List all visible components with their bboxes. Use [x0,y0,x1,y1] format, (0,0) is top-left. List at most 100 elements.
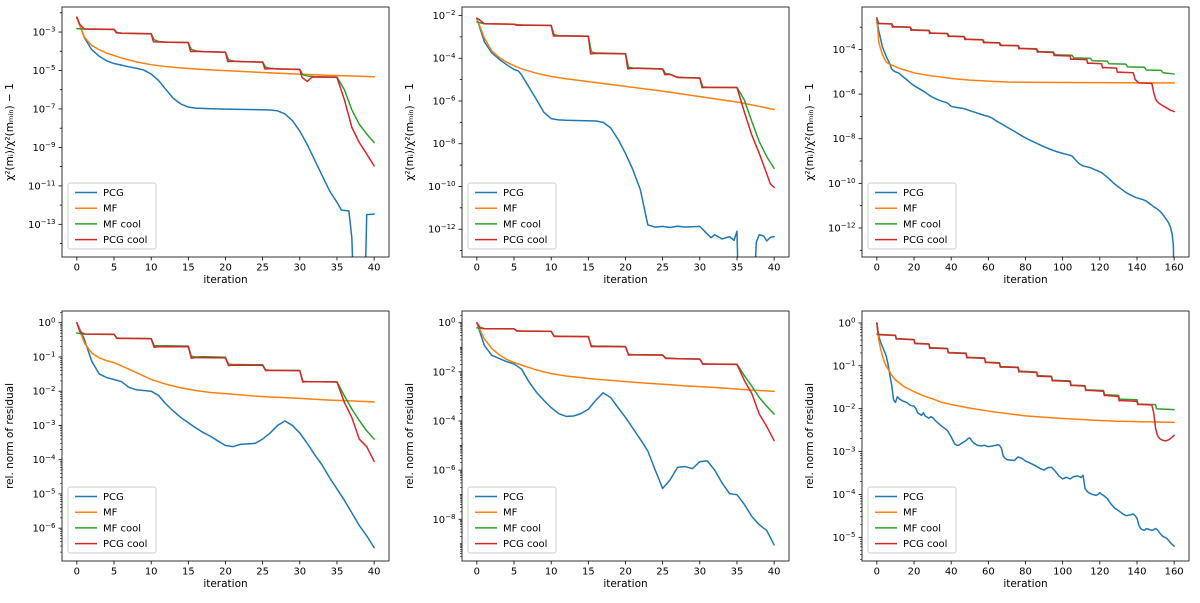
x-tick-label: 25 [256,567,269,578]
legend-label: MF cool [903,523,941,534]
x-tick-label: 160 [1165,263,1184,274]
legend-box [867,486,957,554]
x-tick-label: 20 [908,567,921,578]
x-tick-label: 0 [874,263,880,274]
y-tick-label: 10−6 [432,464,456,477]
legend-box [467,486,557,554]
series-line-mf [76,321,375,403]
x-tick-label: 30 [693,263,706,274]
axes-spines [61,6,390,258]
x-axis-label: iteration [603,274,647,286]
y-tick-label: 10−2 [32,385,55,398]
y-tick-label: 100 [438,316,455,329]
y-tick-label: 10−13 [28,218,56,231]
x-tick-label: 5 [511,567,517,578]
x-tick-label: 80 [1019,567,1032,578]
series-line-mf [76,17,375,78]
y-tick-label: 10−4 [432,52,456,65]
axes-spines [61,310,390,562]
series-line-pcg [876,322,1175,547]
legend-label: MF [903,508,918,519]
y-tick-label: 100 [38,316,55,329]
y-tick-label: 10−4 [432,415,456,428]
series-line-pcg-cool [476,17,775,189]
series-lines [876,322,1175,547]
y-tick-label: 10−5 [32,64,55,77]
axes-ticks: 0 5 10 15 20 25 30 35 40 10−13 10−11 10−9 10−7 10−5 10… [28,12,381,274]
y-tick-label: 10−5 [32,488,55,501]
x-tick-label: 40 [368,263,381,274]
x-axis-label: iteration [203,578,247,590]
axes-spines [461,6,790,258]
series-line-mf-cool [476,21,775,170]
subplot-residual-case3: 0 20 40 60 80 100 120 140 160 10−5 10−4 10−3 10−2 10−… [804,310,1190,590]
y-tick-label: 10−6 [432,95,456,108]
series-line-pcg [876,18,1175,257]
x-tick-label: 10 [545,263,558,274]
series-line-mf [876,322,1175,424]
legend-box [67,182,157,250]
y-tick-label: 10−12 [428,223,456,236]
series-line-pcg-cool [876,322,1175,442]
axes-spines [461,310,790,562]
subplot-chi2-case2: 0 5 10 15 20 25 30 35 40 10−12 10−10 10−8 10−6 10−4 10… [404,6,790,286]
x-tick-label: 35 [731,567,744,578]
y-tick-label: 10−2 [432,366,455,379]
series-line-mf [476,321,775,393]
y-axis-label: χ²(mᵢ)/χ²(mₘᵢₙ) − 1 [404,83,416,181]
x-tick-label: 25 [656,263,669,274]
legend-label: PCG cool [903,539,947,550]
x-tick-label: 30 [693,567,706,578]
x-tick-label: 100 [1053,567,1072,578]
legend-label: PCG [503,188,524,199]
x-axis-label: iteration [1003,274,1047,286]
x-tick-label: 5 [111,567,117,578]
y-tick-label: 10−7 [32,103,55,116]
legend-label: PCG [503,492,524,503]
series-lines [876,17,1175,257]
series-line-pcg [476,17,775,257]
y-tick-label: 10−1 [32,351,55,364]
legend-label: PCG cool [103,235,147,246]
y-tick-label: 10−3 [832,445,855,458]
y-tick-label: 10−5 [832,531,855,544]
legend-box [867,182,957,250]
legend-label: PCG [103,492,124,503]
y-tick-label: 10−8 [832,132,855,145]
series-line-pcg-cool [76,16,375,167]
legend-label: MF [503,508,518,519]
legend-label: PCG [103,188,124,199]
y-axis-label: χ²(mᵢ)/χ²(mₘᵢₙ) − 1 [4,83,16,181]
series-line-pcg [76,17,375,257]
y-tick-label: 10−11 [28,180,56,193]
legend-label: MF [103,204,118,215]
x-tick-label: 25 [656,567,669,578]
x-tick-label: 10 [145,567,158,578]
series-line-pcg [476,321,775,546]
x-tick-label: 40 [945,263,958,274]
legend: PCG MF MF cool PCG cool [467,182,557,250]
legend-label: MF [503,204,518,215]
x-tick-label: 30 [293,263,306,274]
y-tick-label: 10−6 [832,88,856,101]
subplot-chi2-case1: 0 5 10 15 20 25 30 35 40 10−13 10−11 10−9 10−7 10−5 10… [4,6,390,286]
x-tick-label: 40 [768,263,781,274]
y-tick-label: 10−2 [832,402,855,415]
legend-label: PCG cool [503,235,547,246]
y-tick-label: 10−6 [32,522,56,535]
x-tick-label: 0 [74,263,80,274]
axes-ticks: 0 20 40 60 80 100 120 140 160 10−12 10−10 10−8 10−6 1… [828,26,1184,274]
axes-spines [861,310,1190,562]
y-tick-label: 10−3 [32,26,55,39]
subplot-chi2-case3: 0 20 40 60 80 100 120 140 160 10−12 10−10 10−8 10−6 1… [804,6,1190,286]
series-line-mf [876,17,1175,84]
subplot-residual-case1: 0 5 10 15 20 25 30 35 40 10−6 10−5 10−4 10−3 10−2 10−1… [4,310,390,590]
y-tick-label: 10−10 [828,177,856,190]
x-tick-label: 80 [1019,263,1032,274]
y-tick-label: 10−1 [832,360,855,373]
series-line-pcg-cool [876,17,1175,113]
y-tick-label: 10−3 [32,419,55,432]
series-line-pcg [76,321,375,549]
x-axis-label: iteration [603,578,647,590]
